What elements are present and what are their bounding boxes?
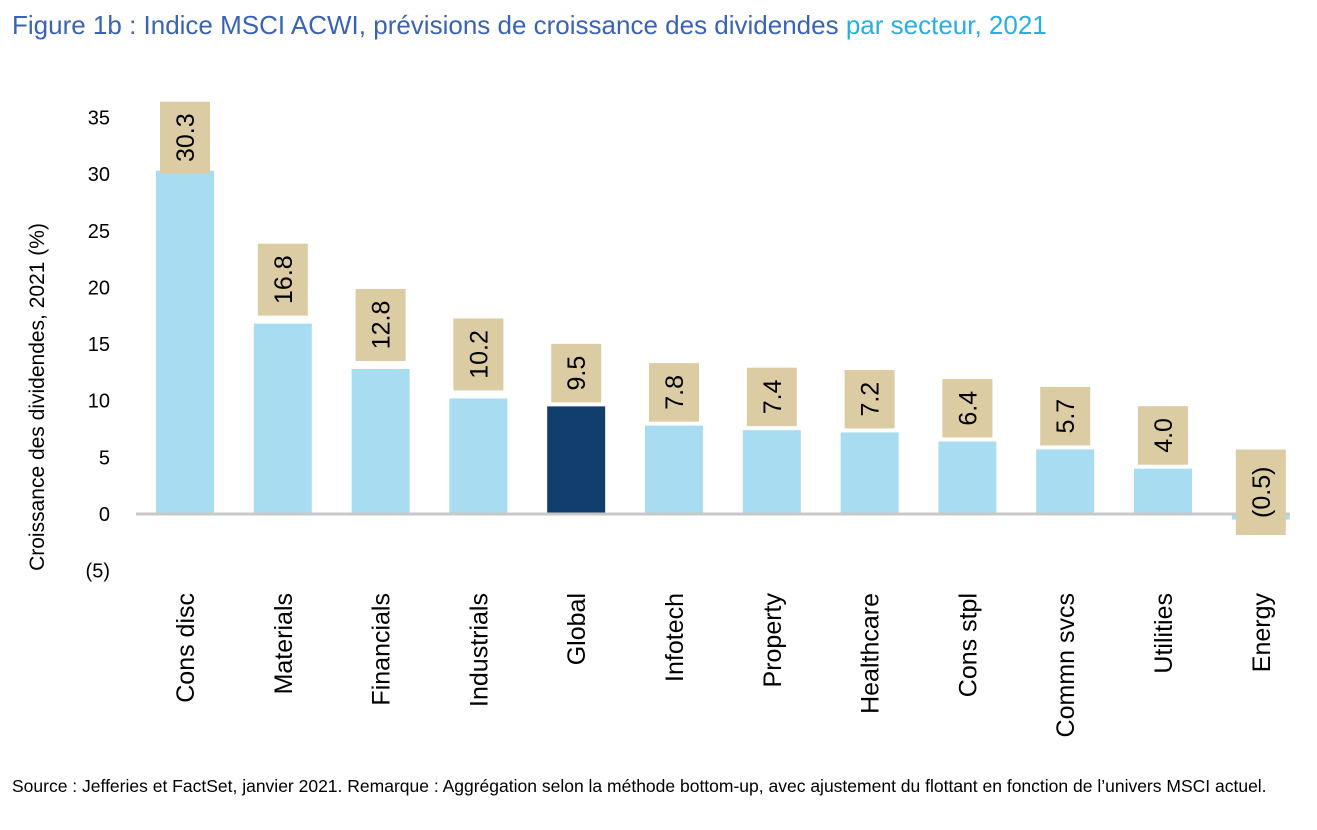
data-label-box <box>257 243 308 316</box>
y-tick-label: 5 <box>99 447 110 469</box>
y-tick-label: 15 <box>88 334 110 356</box>
data-label-box <box>942 378 993 438</box>
data-label-box <box>160 101 210 174</box>
category-label: Energy <box>1248 593 1276 673</box>
category-label: Utilities <box>1150 593 1178 674</box>
data-label-box <box>746 367 797 427</box>
bar-infotech <box>645 425 703 514</box>
data-label: 7.8 <box>661 375 689 410</box>
category-label: Healthcare <box>857 593 885 714</box>
data-label: 12.8 <box>368 301 396 350</box>
bar-global <box>547 406 606 514</box>
y-tick-label: 30 <box>88 164 110 186</box>
data-label: 10.2 <box>465 330 493 379</box>
y-tick-label: 10 <box>88 391 110 413</box>
category-label: Materials <box>270 593 298 694</box>
data-label: 16.8 <box>270 255 298 304</box>
bar-chart: Croissance des dividendes, 2021 (%) 35 30… <box>26 101 1290 738</box>
bar-materials <box>253 323 312 514</box>
source-note: Source : Jefferies et FactSet, janvier 2… <box>12 776 1267 796</box>
bar-healthcare <box>840 432 899 514</box>
category-labels: Cons disc Materials Financials Industrials G… <box>172 593 1276 738</box>
data-label-box <box>551 343 602 403</box>
category-label: Global <box>563 593 591 665</box>
y-tick-label: 0 <box>99 504 110 526</box>
data-label: (0.5) <box>1248 467 1276 518</box>
y-tick-label: 35 <box>88 107 110 129</box>
bar-utilities <box>1134 468 1192 514</box>
data-label-box <box>649 363 699 422</box>
bar-cons-disc <box>156 170 214 515</box>
data-label: 4.0 <box>1150 418 1178 453</box>
data-labels: 30.3 16.8 12.8 10.2 9.5 7.8 7.4 7.2 6.4 5.7 4.0 (0.… <box>160 101 1286 535</box>
data-label-box <box>355 288 406 361</box>
data-label: 5.7 <box>1052 399 1080 434</box>
category-label: Commn svcs <box>1052 593 1080 737</box>
category-label: Industrials <box>465 593 493 707</box>
chart-title-part2: par secteur, 2021 <box>845 10 1047 40</box>
y-tick-label: 20 <box>88 277 110 299</box>
category-label: Financials <box>368 593 396 706</box>
bar-industrials <box>449 398 508 514</box>
data-label: 9.5 <box>563 356 591 391</box>
data-label-box <box>844 369 895 429</box>
data-label-box <box>1040 386 1091 446</box>
data-label-box <box>1235 449 1286 535</box>
bar-property <box>742 430 801 514</box>
y-tick-label: (5) <box>86 561 110 583</box>
y-tick-label: 25 <box>88 221 110 243</box>
data-label: 6.4 <box>954 391 982 426</box>
data-label-box <box>1138 406 1188 465</box>
data-label: 30.3 <box>172 113 200 162</box>
category-label: Cons disc <box>172 593 200 703</box>
bar-commn-svcs <box>1036 449 1095 514</box>
data-label: 7.2 <box>857 382 885 417</box>
bars <box>156 170 1290 520</box>
data-label: 7.4 <box>759 379 787 414</box>
category-label: Infotech <box>661 593 689 682</box>
category-label: Cons stpl <box>954 593 982 697</box>
bar-financials <box>351 368 410 514</box>
chart-title: Figure 1b : Indice MSCI ACWI, prévisions… <box>12 10 1047 41</box>
data-label-box <box>453 318 504 391</box>
category-label: Property <box>759 593 787 688</box>
chart-title-part1: Figure 1b : Indice MSCI ACWI, prévisions… <box>12 10 846 40</box>
y-axis-ticks: 35 30 25 20 15 10 5 0 (5) <box>86 107 110 582</box>
y-axis-label: Croissance des dividendes, 2021 (%) <box>26 223 49 571</box>
bar-cons-stpl <box>938 441 997 514</box>
